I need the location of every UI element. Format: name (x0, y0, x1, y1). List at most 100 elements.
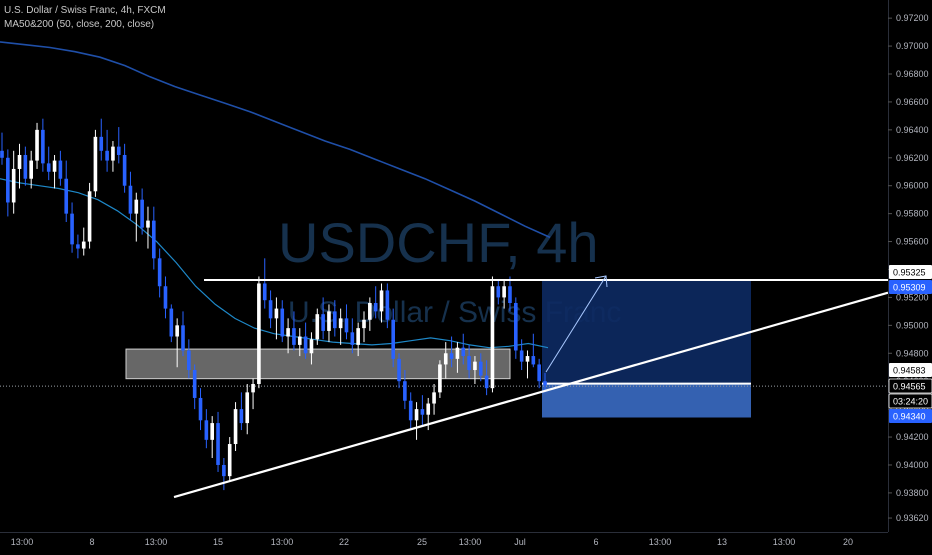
y-tick-label: 0.95000 (896, 320, 929, 330)
x-tick-label: 15 (213, 537, 223, 547)
ma200-line (0, 41, 551, 239)
x-tick-label: 6 (593, 537, 598, 547)
candle-body (35, 129, 39, 161)
x-tick-label: 22 (339, 537, 349, 547)
candle-body (41, 129, 45, 164)
candle-body (58, 160, 63, 179)
x-tick-label: 20 (843, 537, 853, 547)
candle-body (11, 168, 16, 203)
symbol-title[interactable]: U.S. Dollar / Swiss Franc, 4h, FXCM (4, 5, 166, 16)
candle-body (467, 356, 471, 371)
x-tick-label: 13:00 (773, 537, 796, 547)
price-badge (889, 409, 932, 423)
candle-body (140, 199, 144, 228)
candle-body (274, 308, 279, 319)
candle-body (52, 160, 57, 172)
candle-body (87, 191, 92, 242)
y-tick-label: 0.94800 (896, 348, 929, 358)
candle-body (76, 244, 80, 249)
candle-body (227, 444, 232, 477)
candle-body (29, 160, 34, 179)
candle-body (116, 146, 121, 155)
candle-body (64, 178, 69, 214)
candle-body (391, 319, 396, 359)
y-tick-label: 0.93800 (896, 488, 929, 498)
candle-body (332, 311, 337, 329)
indicator-title[interactable]: MA50&200 (50, close, 200, close) (4, 19, 155, 30)
x-tick-label: 13:00 (459, 537, 482, 547)
candle-body (175, 325, 179, 337)
candle-body (543, 381, 547, 386)
candle-body (502, 286, 506, 298)
candle-body (23, 154, 28, 179)
candle-body (403, 381, 407, 401)
candle-body (356, 328, 360, 345)
x-tick-label: 13:00 (649, 537, 672, 547)
candle-body (169, 308, 174, 337)
candle-body (216, 423, 220, 465)
candle-body (473, 361, 477, 371)
trendline (173, 291, 889, 499)
candle-body (245, 392, 250, 424)
candle-body (286, 328, 290, 337)
candle-body (257, 283, 261, 384)
candle-body (46, 163, 51, 172)
candle-body (122, 154, 127, 186)
y-tick-label: 0.96200 (896, 153, 929, 163)
chart-legend: U.S. Dollar / Swiss Franc, 4h, FXCM MA50… (4, 4, 166, 32)
candle-body (385, 290, 390, 320)
candle-body (280, 308, 285, 337)
candle-body (508, 286, 512, 304)
y-tick-label: 0.96600 (896, 97, 929, 107)
price-badge-label: 0.95325 (893, 268, 926, 278)
candle-body (443, 353, 448, 365)
y-tick-label: 0.95200 (896, 292, 929, 302)
candle-body (128, 185, 133, 214)
candle-body (134, 199, 139, 214)
x-tick-label: 13 (717, 537, 727, 547)
candle-body (192, 370, 197, 398)
candle-body (438, 364, 442, 393)
candle-body (0, 150, 4, 158)
candle-body (432, 392, 436, 404)
candle-body (496, 286, 501, 298)
x-tick-label: 13:00 (145, 537, 168, 547)
candle-body (233, 409, 238, 445)
price-badge (888, 378, 932, 394)
price-badge-label: 0.94565 (893, 382, 926, 392)
y-tick-label: 0.96400 (896, 125, 929, 135)
candle-body (484, 375, 489, 389)
candle-body (519, 350, 524, 362)
candle-body (420, 409, 425, 415)
candle-body (315, 314, 320, 340)
price-axis[interactable]: 0.97200 0.97000 0.96800 0.96600 0.96400 0.962… (888, 0, 932, 550)
candle-body (397, 358, 401, 382)
x-tick-label: 8 (89, 537, 94, 547)
candle-body (478, 361, 483, 376)
x-tick-label: Jul (514, 537, 526, 547)
time-axis[interactable]: 13:00 8 13:00 15 13:00 22 25 13:00 Jul 6 13:00 13 13… (0, 532, 888, 550)
candle-body (93, 136, 98, 192)
candle-body (414, 409, 419, 421)
price-badge (889, 363, 932, 377)
candle-body (157, 258, 162, 287)
candle-body (262, 283, 267, 301)
y-tick-label: 0.97200 (896, 13, 929, 23)
price-badge-label: 03:24:20 (893, 397, 928, 407)
candle-body (292, 328, 296, 345)
y-tick-label: 0.94000 (896, 460, 929, 470)
candle-body (368, 303, 372, 320)
candle-body (461, 347, 466, 357)
price-badge (888, 393, 932, 409)
y-tick-label: 0.96000 (896, 181, 929, 191)
candle-body (379, 290, 384, 312)
projection-arrowhead (594, 275, 608, 288)
price-badge-label: 0.94583 (893, 366, 926, 376)
price-badge (889, 265, 932, 279)
price-badge-label: 0.94340 (893, 412, 926, 422)
candle-body (6, 157, 10, 203)
candle-body (350, 332, 355, 345)
candle-body (70, 213, 74, 245)
